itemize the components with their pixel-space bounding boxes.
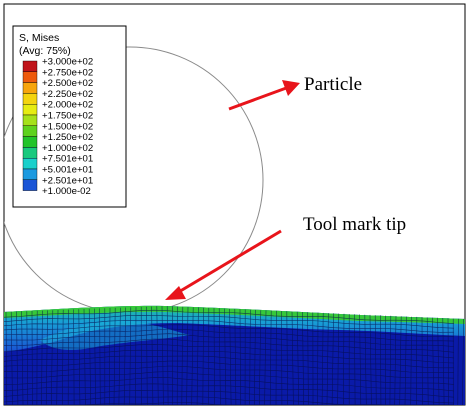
- legend-level-label: +2.500e+02: [42, 78, 93, 89]
- legend-swatch: [23, 180, 37, 191]
- legend-swatch: [23, 83, 37, 94]
- legend-swatch: [23, 147, 37, 158]
- legend-swatch: [23, 126, 37, 137]
- particle-label: Particle: [304, 74, 362, 95]
- legend-subtitle: (Avg: 75%): [19, 45, 71, 57]
- legend-level-label: +2.750e+02: [42, 67, 93, 78]
- stress-legend: S, Mises (Avg: 75%) +3.000e+02+2.750e+02…: [13, 26, 126, 207]
- legend-level-label: +1.000e+02: [42, 143, 93, 154]
- legend-level-label: +5.001e+01: [42, 165, 93, 176]
- legend-title: S, Mises: [19, 32, 59, 44]
- legend-swatch: [23, 61, 37, 72]
- workpiece-mesh: [4, 306, 465, 405]
- legend-level-label: +1.000e-02: [42, 186, 91, 197]
- legend-level-label: +7.501e+01: [42, 154, 93, 165]
- legend-level-label: +1.750e+02: [42, 111, 93, 122]
- legend-swatch: [23, 72, 37, 83]
- legend-swatch: [23, 104, 37, 115]
- legend-level-label: +2.000e+02: [42, 100, 93, 111]
- legend-level-label: +2.250e+02: [42, 89, 93, 100]
- tool-mark-tip-label: Tool mark tip: [303, 214, 406, 235]
- legend-level-label: +1.250e+02: [42, 132, 93, 143]
- legend-swatch: [23, 158, 37, 169]
- legend-swatch: [23, 93, 37, 104]
- legend-swatch: [23, 137, 37, 148]
- legend-swatch: [23, 115, 37, 126]
- legend-level-label: +3.000e+02: [42, 57, 93, 68]
- legend-level-label: +1.500e+02: [42, 121, 93, 132]
- legend-swatch: [23, 169, 37, 180]
- legend-level-label: +2.501e+01: [42, 175, 93, 186]
